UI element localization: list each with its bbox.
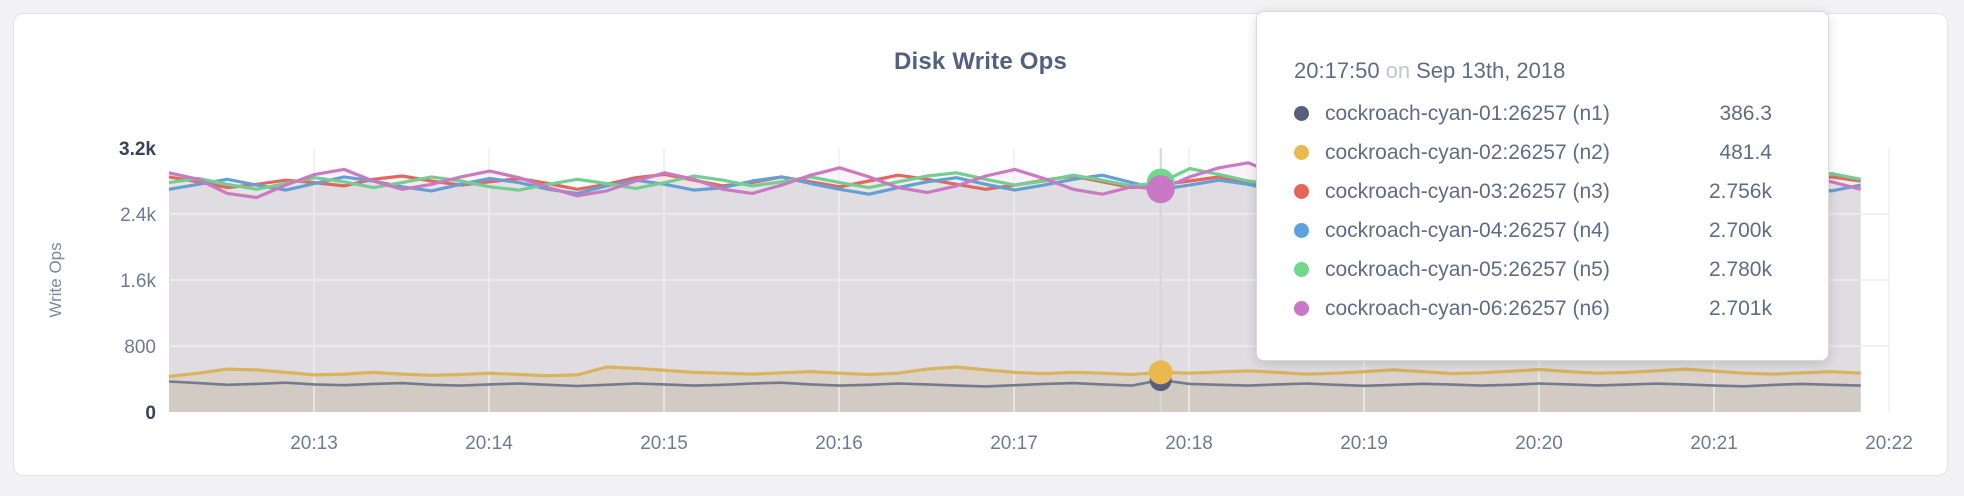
tooltip-row: cockroach-cyan-02:26257 (n2) 481.4 (1294, 133, 1772, 172)
x-axis-tick-label: 20:13 (290, 433, 338, 454)
tooltip-row: cockroach-cyan-04:26257 (n4) 2.700k (1294, 211, 1772, 250)
tooltip-row: cockroach-cyan-06:26257 (n6) 2.701k (1294, 289, 1772, 328)
x-axis-tick-label: 20:21 (1690, 433, 1738, 454)
series-line-n1 (168, 378, 1861, 388)
series-color-dot (1294, 106, 1309, 121)
chart-card: Disk Write Ops 0 800 1.6k 2.4k 3.2k 20:13 20:1… (13, 11, 1948, 476)
x-axis-tick-label: 20:19 (1340, 433, 1388, 454)
tooltip-row: cockroach-cyan-01:26257 (n1) 386.3 (1294, 94, 1772, 133)
hover-dot-n2 (1148, 360, 1173, 385)
x-axis-tick-label: 20:18 (1165, 433, 1213, 454)
series-line-n2 (168, 365, 1861, 379)
y-axis-title: Write Ops (46, 242, 65, 317)
x-axis-tick-label: 20:14 (465, 433, 513, 454)
chart-title: Disk Write Ops (893, 48, 1068, 75)
y-axis-tick-label: 800 (124, 337, 156, 358)
tooltip-header: 20:17:50 on Sep 13th, 2018 (1294, 56, 1772, 86)
series-label: cockroach-cyan-03:26257 (n3) (1325, 179, 1610, 203)
x-axis-tick-label: 20:17 (990, 433, 1038, 454)
hover-tooltip: 20:17:50 on Sep 13th, 2018 cockroach-cyan-… (1256, 11, 1829, 361)
tooltip-rows: cockroach-cyan-01:26257 (n1) 386.3 cockroa… (1294, 94, 1772, 328)
x-axis-tick-label: 20:20 (1515, 433, 1563, 454)
y-axis-tick-label: 2.4k (120, 205, 156, 226)
series-value: 2.700k (1708, 218, 1772, 242)
series-label: cockroach-cyan-04:26257 (n4) (1325, 218, 1610, 242)
series-value: 2.780k (1708, 257, 1772, 281)
series-value: 2.756k (1708, 179, 1772, 203)
tooltip-on-text: on (1385, 58, 1411, 83)
series-label: cockroach-cyan-06:26257 (n6) (1325, 296, 1610, 320)
y-axis-tick-label: 1.6k (120, 271, 156, 292)
series-value: 386.3 (1719, 101, 1772, 125)
tooltip-date: Sep 13th, 2018 (1416, 58, 1566, 83)
series-label: cockroach-cyan-02:26257 (n2) (1325, 140, 1610, 164)
series-color-dot (1294, 223, 1309, 238)
x-axis-tick-label: 20:22 (1865, 433, 1913, 454)
y-axis-tick-label: 3.2k (119, 139, 156, 160)
series-label: cockroach-cyan-01:26257 (n1) (1325, 101, 1610, 125)
series-value: 481.4 (1719, 140, 1772, 164)
series-label: cockroach-cyan-05:26257 (n5) (1325, 257, 1610, 281)
series-color-dot (1294, 262, 1309, 277)
x-axis-tick-label: 20:16 (815, 433, 863, 454)
x-axis-tick-label: 20:15 (640, 433, 688, 454)
series-area-n2 (169, 367, 1861, 412)
tooltip-row: cockroach-cyan-03:26257 (n3) 2.756k (1294, 172, 1772, 211)
series-area-n1 (169, 380, 1861, 412)
series-color-dot (1294, 145, 1309, 160)
hover-dot-n6 (1146, 175, 1175, 204)
tooltip-time: 20:17:50 (1294, 58, 1380, 83)
series-value: 2.701k (1708, 296, 1772, 320)
series-color-dot (1294, 301, 1309, 316)
y-axis-tick-label: 0 (145, 403, 156, 424)
series-color-dot (1294, 184, 1309, 199)
tooltip-row: cockroach-cyan-05:26257 (n5) 2.780k (1294, 250, 1772, 289)
